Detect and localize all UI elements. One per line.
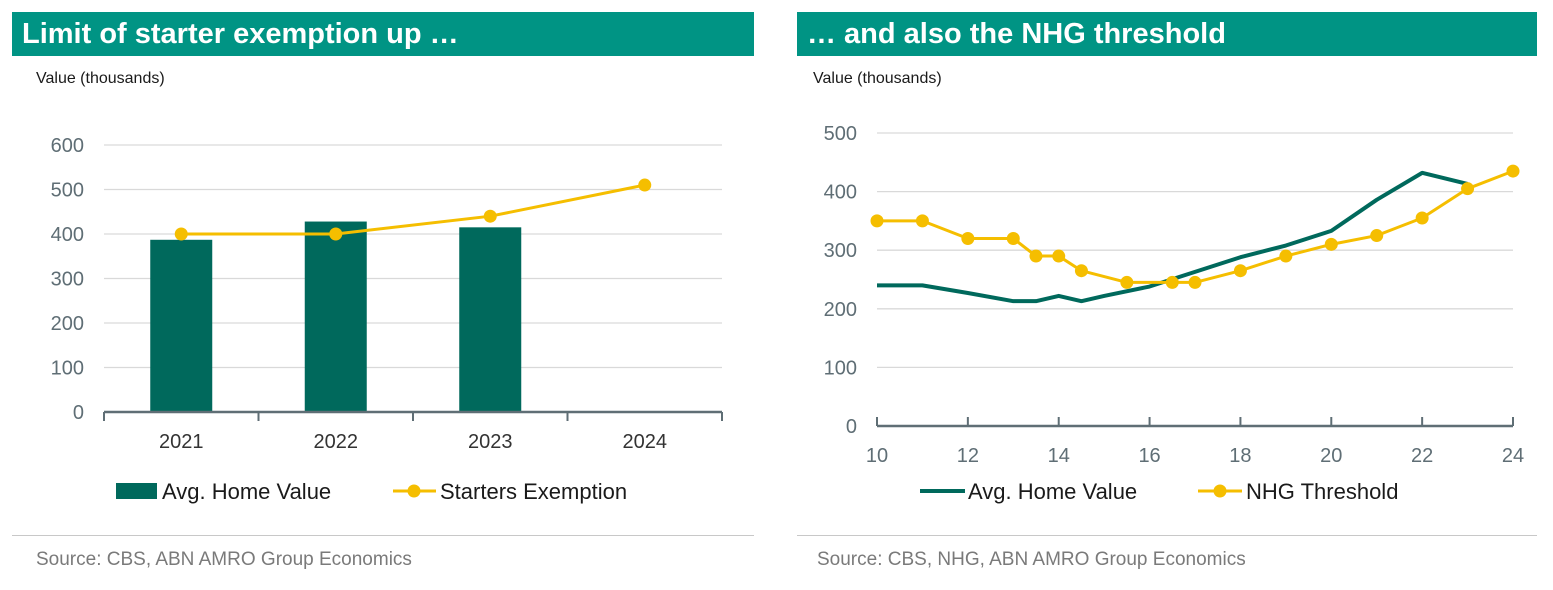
x-tick-label: 20: [1320, 445, 1342, 467]
right-chart-panel: … and also the NHG threshold Value (thou…: [795, 0, 1553, 590]
data-point: [1120, 275, 1134, 289]
source-note: Source: CBS, NHG, ABN AMRO Group Economi…: [817, 549, 1246, 570]
y-tick-label: 200: [824, 299, 857, 321]
data-point: [1506, 164, 1520, 178]
x-tick-label: 18: [1229, 445, 1251, 467]
data-point: [1324, 237, 1338, 251]
data-point: [1029, 249, 1043, 263]
x-tick-label: 22: [1411, 445, 1433, 467]
source-divider: [12, 535, 754, 536]
data-point: [174, 227, 188, 241]
y-tick-label: 100: [51, 358, 84, 380]
series-line: [877, 170, 1469, 304]
data-point: [1052, 249, 1066, 263]
x-tick-label: 2023: [468, 431, 513, 453]
y-tick-label: 500: [51, 180, 84, 202]
x-tick-label: 14: [1048, 445, 1070, 467]
data-point: [1415, 211, 1429, 225]
chart-title: … and also the NHG threshold: [797, 12, 1537, 56]
legend-marker: [407, 484, 421, 498]
line-chart: 0 100 200 300 400 500 10 12 14 16 18 20 22 24 Avg. Hom…: [824, 123, 1525, 504]
series-line: [877, 169, 1514, 284]
legend-swatch: [116, 483, 157, 499]
legend-label: NHG Threshold: [1246, 479, 1398, 504]
bar-line-chart: 0 100 200 300 400 500 600 2021 2022 2023 2024 Avg. …: [51, 135, 723, 504]
data-point: [1279, 249, 1293, 263]
data-point: [1074, 264, 1088, 278]
chart-title: Limit of starter exemption up …: [12, 12, 754, 56]
x-tick-label: 2022: [314, 431, 359, 453]
y-axis-unit-label: Value (thousands): [36, 70, 165, 87]
data-point: [915, 214, 929, 228]
x-tick-label: 10: [866, 445, 888, 467]
bar: [304, 221, 367, 412]
y-axis-unit-label: Value (thousands): [813, 70, 942, 87]
y-tick-label: 300: [824, 240, 857, 262]
y-tick-label: 100: [824, 357, 857, 379]
x-tick-label: 16: [1138, 445, 1160, 467]
y-tick-label: 400: [824, 182, 857, 204]
series-line: [181, 183, 646, 236]
data-point: [1006, 231, 1020, 245]
y-tick-label: 0: [846, 416, 857, 438]
data-point: [1188, 275, 1202, 289]
y-tick-label: 600: [51, 135, 84, 157]
x-tick-label: 12: [957, 445, 979, 467]
y-tick-label: 300: [51, 269, 84, 291]
y-tick-label: 400: [51, 224, 84, 246]
x-tick-label: 2021: [159, 431, 204, 453]
data-point: [961, 231, 975, 245]
legend-label: Avg. Home Value: [162, 479, 331, 504]
y-tick-label: 200: [51, 313, 84, 335]
data-point: [1461, 182, 1475, 196]
x-tick-label: 2024: [623, 431, 668, 453]
bar: [459, 227, 522, 412]
legend-marker: [1213, 484, 1227, 498]
data-point: [1370, 229, 1384, 243]
data-point: [870, 214, 884, 228]
data-point: [329, 227, 343, 241]
bar: [150, 239, 213, 412]
source-divider: [797, 535, 1537, 536]
data-point: [1165, 275, 1179, 289]
x-tick-label: 24: [1502, 445, 1524, 467]
source-note: Source: CBS, ABN AMRO Group Economics: [36, 549, 412, 570]
data-point: [638, 178, 652, 192]
y-tick-label: 0: [73, 402, 84, 424]
legend-label: Avg. Home Value: [968, 479, 1137, 504]
y-tick-label: 500: [824, 123, 857, 145]
data-point: [483, 209, 497, 223]
legend-label: Starters Exemption: [440, 479, 627, 504]
data-point: [1233, 264, 1247, 278]
left-chart-panel: Limit of starter exemption up … Value (t…: [0, 0, 760, 590]
